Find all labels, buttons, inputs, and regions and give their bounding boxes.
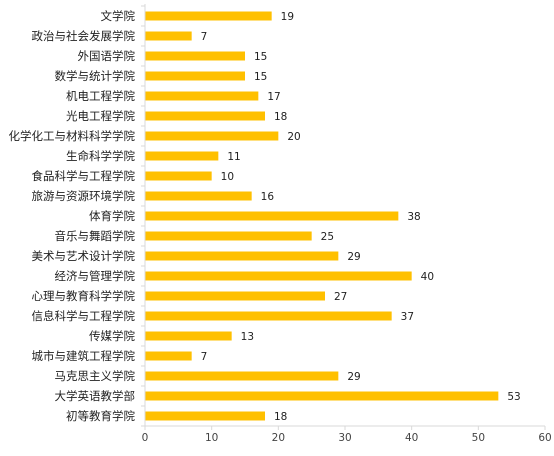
- category-label: 美术与艺术设计学院: [32, 249, 136, 263]
- data-label: 15: [254, 71, 267, 83]
- bar: [145, 191, 252, 201]
- category-label: 心理与教育科学学院: [32, 289, 136, 303]
- x-tick-label: 60: [538, 432, 551, 444]
- bar: [145, 411, 265, 421]
- x-tick-label: 40: [405, 432, 418, 444]
- bar: [145, 391, 499, 401]
- bar: [145, 71, 245, 81]
- data-label: 17: [267, 91, 280, 103]
- data-label: 15: [254, 51, 267, 63]
- category-label: 初等教育学院: [66, 409, 135, 423]
- data-label: 10: [221, 171, 234, 183]
- data-label: 7: [201, 351, 208, 363]
- x-tick-label: 50: [472, 432, 485, 444]
- bar: [145, 51, 245, 61]
- category-label: 经济与管理学院: [55, 269, 136, 283]
- category-label: 大学英语教学部: [55, 389, 136, 403]
- data-label: 13: [241, 331, 254, 343]
- bar: [145, 331, 232, 341]
- data-label: 16: [261, 191, 275, 203]
- category-label: 外国语学院: [78, 49, 136, 63]
- category-label: 文学院: [101, 9, 136, 23]
- data-label: 27: [334, 291, 347, 303]
- bar: [145, 291, 325, 301]
- data-label: 25: [321, 231, 334, 243]
- data-label: 37: [401, 311, 414, 323]
- data-label: 11: [227, 151, 240, 163]
- category-label: 数学与统计学院: [55, 69, 136, 83]
- data-label: 18: [274, 111, 287, 123]
- data-label: 38: [407, 211, 420, 223]
- category-label: 音乐与舞蹈学院: [55, 229, 136, 243]
- category-label: 城市与建筑工程学院: [32, 349, 136, 363]
- data-label: 7: [201, 31, 208, 43]
- x-tick-label: 0: [142, 432, 149, 444]
- category-label: 马克思主义学院: [55, 369, 136, 383]
- category-label: 旅游与资源环境学院: [32, 189, 136, 203]
- category-label: 生命科学学院: [66, 149, 135, 163]
- x-tick-label: 10: [205, 432, 218, 444]
- bar: [145, 171, 212, 181]
- category-label: 体育学院: [89, 209, 135, 223]
- category-label: 政治与社会发展学院: [32, 29, 136, 43]
- x-tick-label: 20: [272, 432, 285, 444]
- data-label: 20: [287, 131, 300, 143]
- bar: [145, 131, 279, 141]
- bars-layer: [145, 11, 499, 421]
- bar: [145, 111, 265, 121]
- category-label: 化学化工与材料科学学院: [9, 129, 136, 143]
- data-label: 29: [347, 251, 360, 263]
- bar: [145, 271, 412, 281]
- axes-layer: 0 10 20 30 40 50 60: [141, 4, 552, 444]
- category-label: 光电工程学院: [66, 109, 135, 123]
- category-label: 传媒学院: [89, 329, 135, 343]
- bar: [145, 11, 272, 21]
- bar: [145, 151, 219, 161]
- bar: [145, 211, 399, 221]
- bar: [145, 251, 339, 261]
- category-label: 机电工程学院: [66, 89, 135, 103]
- bar: [145, 311, 392, 321]
- labels-layer: 文学院 19 政治与社会发展学院 7 外国语学院 15 数学与统计学院 15 机电工程学院 17 光…: [9, 9, 521, 423]
- bar: [145, 371, 339, 381]
- bar: [145, 91, 259, 101]
- bar: [145, 351, 192, 361]
- x-tick-label: 30: [338, 432, 351, 444]
- data-label: 19: [281, 11, 294, 23]
- data-label: 29: [347, 371, 360, 383]
- data-label: 18: [274, 411, 287, 423]
- data-label: 53: [507, 391, 520, 403]
- data-label: 40: [421, 271, 434, 283]
- category-label: 食品科学与工程学院: [32, 169, 136, 183]
- bar: [145, 31, 192, 41]
- bar: [145, 231, 312, 241]
- category-label: 信息科学与工程学院: [32, 309, 136, 323]
